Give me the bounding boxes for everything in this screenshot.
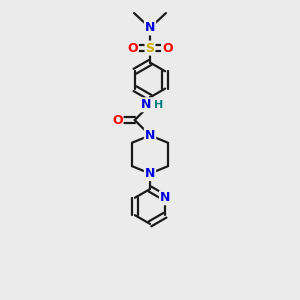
Text: O: O xyxy=(127,42,138,55)
Text: N: N xyxy=(145,167,155,180)
Text: N: N xyxy=(141,98,152,111)
Text: N: N xyxy=(160,191,170,204)
Text: O: O xyxy=(162,42,173,55)
Text: N: N xyxy=(145,129,155,142)
Text: H: H xyxy=(154,100,164,110)
Text: O: O xyxy=(112,114,123,127)
Text: S: S xyxy=(146,42,154,55)
Text: N: N xyxy=(145,21,155,34)
